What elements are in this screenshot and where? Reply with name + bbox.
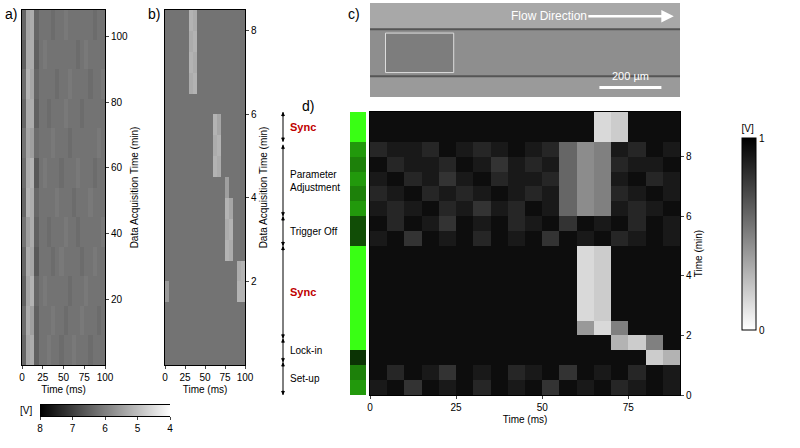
svg-text:Trigger Off: Trigger Off <box>290 226 337 237</box>
svg-text:0: 0 <box>19 372 25 383</box>
svg-text:75: 75 <box>79 372 91 383</box>
svg-text:4: 4 <box>167 423 173 434</box>
svg-text:Time (ms): Time (ms) <box>41 384 86 395</box>
svg-text:c): c) <box>348 6 360 22</box>
svg-text:Lock-in: Lock-in <box>290 345 322 356</box>
svg-text:Sync: Sync <box>290 121 316 133</box>
svg-text:Set-up: Set-up <box>290 373 320 384</box>
svg-text:2: 2 <box>251 276 257 287</box>
svg-text:100: 100 <box>97 372 114 383</box>
svg-text:40: 40 <box>111 228 123 239</box>
svg-text:b): b) <box>148 6 160 22</box>
svg-text:6: 6 <box>251 109 257 120</box>
svg-text:0: 0 <box>367 402 373 413</box>
svg-text:6: 6 <box>686 211 692 222</box>
svg-text:[V]: [V] <box>742 123 754 134</box>
svg-text:7: 7 <box>70 423 76 434</box>
svg-text:4: 4 <box>251 192 257 203</box>
svg-text:8: 8 <box>37 423 43 434</box>
svg-text:1: 1 <box>759 133 765 144</box>
svg-text:75: 75 <box>623 402 635 413</box>
svg-text:8: 8 <box>251 25 257 36</box>
svg-text:d): d) <box>302 98 314 114</box>
svg-text:ParameterAdjustment: ParameterAdjustment <box>290 169 340 193</box>
svg-text:0: 0 <box>162 372 168 383</box>
svg-text:4: 4 <box>686 270 692 281</box>
svg-text:Time (ms): Time (ms) <box>503 414 548 425</box>
svg-text:Flow Direction: Flow Direction <box>511 9 587 23</box>
svg-text:100: 100 <box>111 31 128 42</box>
svg-text:5: 5 <box>135 423 141 434</box>
svg-text:25: 25 <box>179 372 191 383</box>
svg-text:50: 50 <box>199 372 211 383</box>
svg-text:0: 0 <box>759 325 765 336</box>
svg-text:[V]: [V] <box>20 405 32 416</box>
svg-text:a): a) <box>5 6 17 22</box>
svg-text:80: 80 <box>111 97 123 108</box>
svg-text:50: 50 <box>58 372 70 383</box>
svg-text:20: 20 <box>111 294 123 305</box>
svg-text:200 µm: 200 µm <box>612 70 649 82</box>
svg-text:25: 25 <box>37 372 49 383</box>
svg-text:Time (min): Time (min) <box>693 230 704 277</box>
svg-text:25: 25 <box>451 402 463 413</box>
svg-text:Time (ms): Time (ms) <box>183 384 228 395</box>
svg-text:100: 100 <box>237 372 254 383</box>
svg-text:75: 75 <box>219 372 231 383</box>
svg-text:Data Acquisition Time (min): Data Acquisition Time (min) <box>258 127 269 249</box>
svg-text:0: 0 <box>686 390 692 401</box>
svg-text:Data Acquisition Time (min): Data Acquisition Time (min) <box>129 127 140 249</box>
svg-text:2: 2 <box>686 330 692 341</box>
svg-text:60: 60 <box>111 162 123 173</box>
svg-text:Sync: Sync <box>290 286 316 298</box>
svg-text:50: 50 <box>537 402 549 413</box>
svg-text:6: 6 <box>102 423 108 434</box>
svg-text:8: 8 <box>686 151 692 162</box>
